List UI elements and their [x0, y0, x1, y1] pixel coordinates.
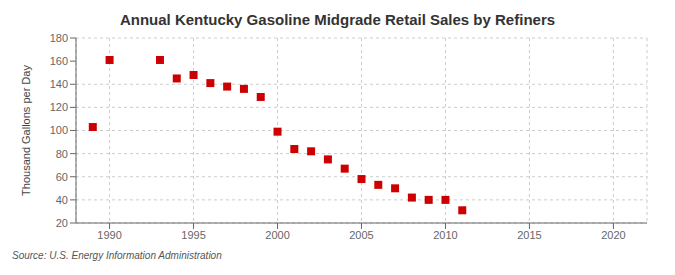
html-text:Annual Kentucky Gasoline Midgr: Annual Kentucky Gasoline Midgrade Retail… — [119, 11, 556, 28]
svg-text:140: 140 — [50, 78, 68, 90]
svg-text:Thousand Gallons per Day: Thousand Gallons per Day — [20, 65, 32, 196]
svg-text:40: 40 — [56, 194, 68, 206]
svg-text:2000: 2000 — [265, 229, 289, 241]
svg-text:2005: 2005 — [349, 229, 373, 241]
svg-text:100: 100 — [50, 124, 68, 136]
svg-text:160: 160 — [50, 55, 68, 67]
svg-text:1990: 1990 — [97, 229, 121, 241]
svg-text:2015: 2015 — [517, 229, 541, 241]
svg-text:1995: 1995 — [181, 229, 205, 241]
svg-text:2020: 2020 — [601, 229, 625, 241]
svg-text:60: 60 — [56, 171, 68, 183]
html-text:Source: U.S. Energy Informatio: Source: U.S. Energy Information Administ… — [12, 250, 222, 261]
svg-text:20: 20 — [56, 217, 68, 229]
svg-text:120: 120 — [50, 101, 68, 113]
svg-text:80: 80 — [56, 148, 68, 160]
svg-text:2010: 2010 — [433, 229, 457, 241]
svg-text:180: 180 — [50, 32, 68, 44]
